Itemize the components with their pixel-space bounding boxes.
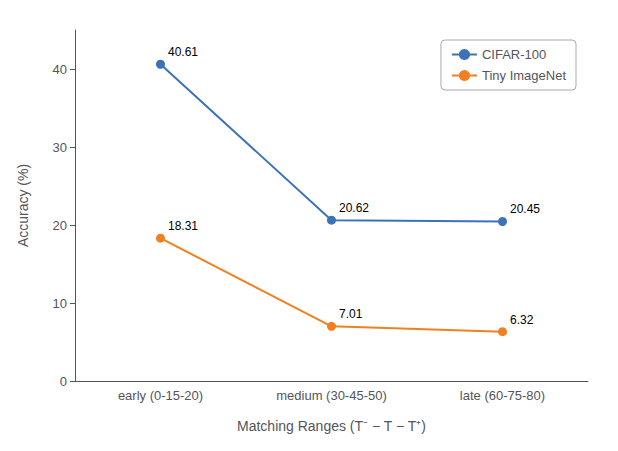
- svg-text:0: 0: [60, 374, 67, 389]
- svg-text:10: 10: [53, 296, 67, 311]
- svg-text:late (60-75-80): late (60-75-80): [460, 388, 545, 403]
- svg-text:40.61: 40.61: [168, 45, 198, 59]
- svg-text:20.45: 20.45: [510, 202, 540, 216]
- svg-text:medium (30-45-50): medium (30-45-50): [276, 388, 387, 403]
- svg-text:7.01: 7.01: [339, 307, 363, 321]
- svg-text:CIFAR-100: CIFAR-100: [482, 47, 546, 62]
- svg-text:early (0-15-20): early (0-15-20): [118, 388, 203, 403]
- svg-text:40: 40: [53, 62, 67, 77]
- svg-text:18.31: 18.31: [168, 219, 198, 233]
- svg-text:20: 20: [53, 218, 67, 233]
- svg-text:Tiny ImageNet: Tiny ImageNet: [482, 68, 566, 83]
- svg-text:Accuracy (%): Accuracy (%): [15, 164, 31, 247]
- svg-text:6.32: 6.32: [510, 313, 534, 327]
- svg-text:30: 30: [53, 140, 67, 155]
- svg-text:20.62: 20.62: [339, 201, 369, 215]
- svg-text:Matching Ranges (T⁻ − T − T⁺): Matching Ranges (T⁻ − T − T⁺): [237, 418, 426, 434]
